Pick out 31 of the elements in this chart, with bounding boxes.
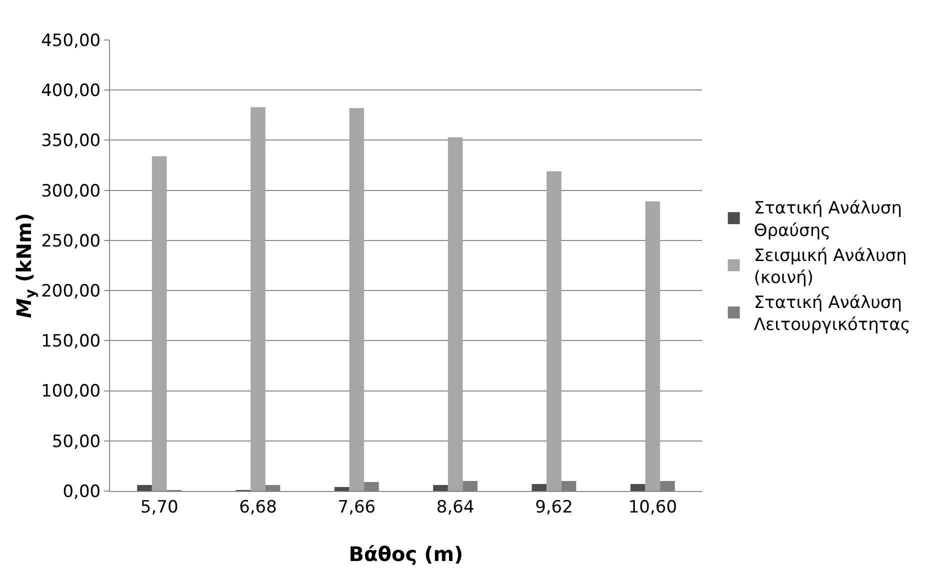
bar — [137, 484, 152, 491]
bar — [152, 156, 167, 491]
y-tick-label: 50,00 — [52, 432, 101, 452]
legend-label: Στατική Ανάλυση Θραύσης — [754, 198, 902, 241]
y-tick-label: 200,00 — [41, 282, 101, 302]
x-tick-label: 8,64 — [436, 497, 474, 518]
x-axis-title: Βάθος (m) — [348, 542, 464, 566]
bar — [532, 484, 547, 491]
y-tick-label: 450,00 — [41, 30, 101, 51]
bar — [433, 484, 448, 491]
bar — [546, 171, 562, 491]
bar — [250, 107, 266, 491]
y-tick-label: 350,00 — [41, 131, 101, 152]
bar — [349, 108, 364, 491]
bar — [334, 486, 350, 491]
x-tick-label: 10,60 — [628, 497, 678, 518]
x-tick-label: 6,68 — [239, 497, 277, 518]
y-tick-label: 250,00 — [41, 231, 101, 252]
x-tick-label: 9,62 — [535, 497, 573, 518]
y-tick-label: 300,00 — [41, 181, 101, 202]
y-tick-label: 150,00 — [41, 332, 101, 352]
x-tick-label: 7,66 — [338, 497, 376, 518]
bar — [448, 137, 463, 491]
y-tick-label: 0,00 — [62, 482, 101, 502]
y-tick-label: 100,00 — [41, 382, 101, 402]
x-tick-label: 5,70 — [140, 497, 178, 518]
legend-label: Στατική Ανάλυση Λειτουργικότητας — [754, 293, 910, 336]
y-tick-label: 400,00 — [41, 81, 101, 102]
bar — [645, 201, 660, 491]
bar — [630, 484, 646, 491]
legend-label: Σεισμική Ανάλυση (κοινή) — [754, 246, 907, 288]
